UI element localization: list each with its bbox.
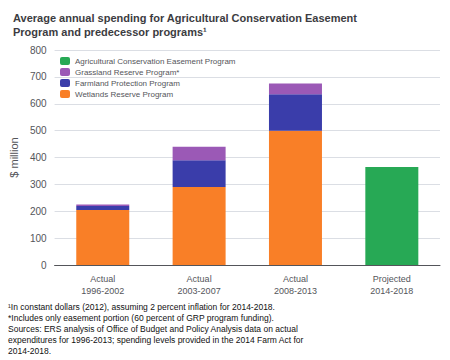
svg-text:200: 200 (30, 206, 47, 217)
svg-text:Grassland Reserve Program*: Grassland Reserve Program* (75, 68, 179, 77)
svg-text:800: 800 (30, 45, 47, 56)
svg-text:Average annual spending for Ag: Average annual spending for Agricultural… (13, 12, 357, 24)
svg-text:2003-2007: 2003-2007 (178, 286, 221, 296)
svg-text:Projected: Projected (373, 274, 411, 284)
svg-text:$ million: $ million (8, 137, 20, 177)
svg-text:300: 300 (30, 179, 47, 190)
svg-text:400: 400 (30, 152, 47, 163)
svg-text:Sources: ERS analysis of Offic: Sources: ERS analysis of Office of Budge… (8, 324, 298, 334)
svg-text:1996-2002: 1996-2002 (81, 286, 124, 296)
svg-text:¹In constant dollars (2012), a: ¹In constant dollars (2012), assuming 2 … (8, 302, 275, 312)
svg-text:expenditures for 1996-2013; sp: expenditures for 1996-2013; spending lev… (8, 335, 303, 345)
svg-text:Actual: Actual (90, 274, 115, 284)
svg-text:Wetlands Reserve Program: Wetlands Reserve Program (75, 90, 173, 99)
svg-text:0: 0 (41, 260, 47, 271)
svg-text:Actual: Actual (283, 274, 308, 284)
svg-text:2014-2018: 2014-2018 (370, 286, 413, 296)
svg-text:Farmland Protection Program: Farmland Protection Program (75, 79, 180, 88)
svg-text:2008-2013: 2008-2013 (274, 286, 317, 296)
svg-text:Actual: Actual (187, 274, 212, 284)
svg-text:700: 700 (30, 71, 47, 82)
svg-text:Agricultural Conservation Ease: Agricultural Conservation Easement Progr… (75, 57, 236, 66)
svg-text:*Includes only easement portio: *Includes only easement portion (60 perc… (8, 313, 274, 323)
svg-text:2014-2018.: 2014-2018. (8, 346, 51, 356)
svg-text:500: 500 (30, 125, 47, 136)
svg-text:600: 600 (30, 98, 47, 109)
svg-text:Program and predecessor progra: Program and predecessor programs¹ (13, 26, 207, 38)
svg-text:100: 100 (30, 233, 47, 244)
